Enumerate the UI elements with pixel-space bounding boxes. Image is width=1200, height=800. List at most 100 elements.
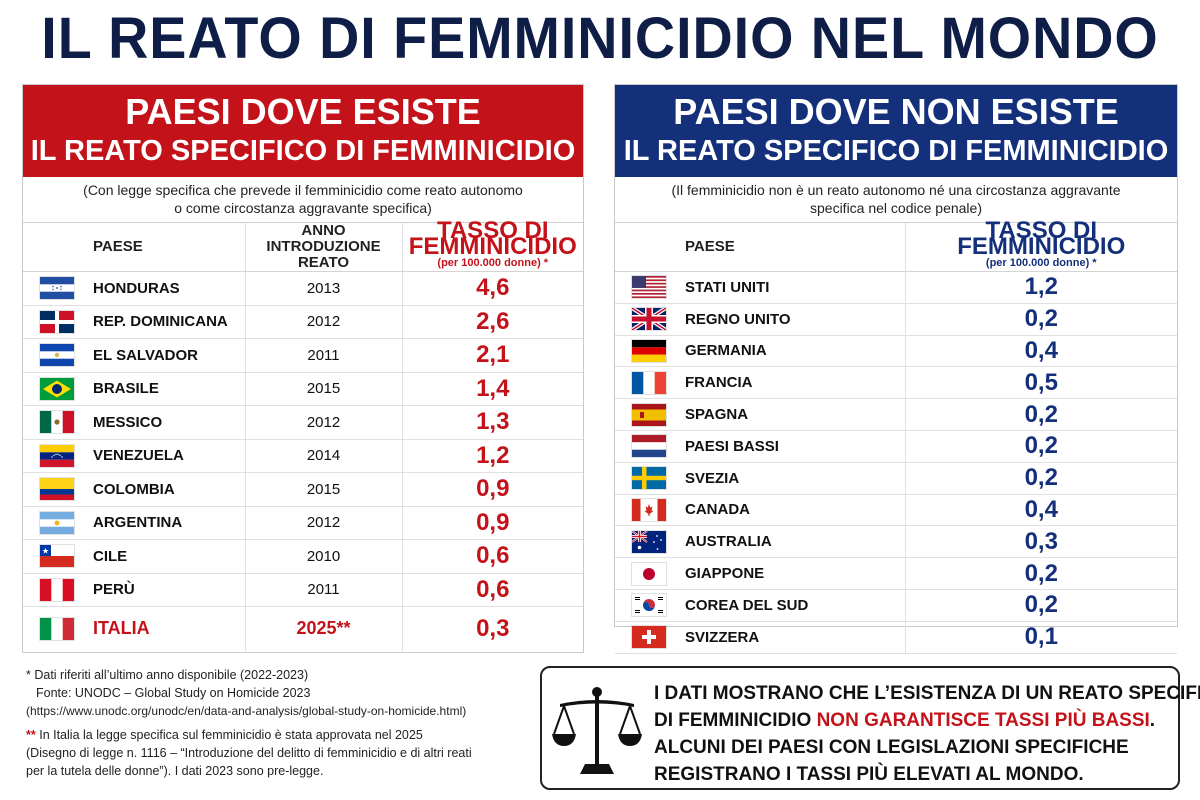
- panel-subtitle-line2: specifica nel codice penale): [810, 200, 982, 216]
- el-salvador-flag: [40, 344, 74, 367]
- flag-cell: [615, 621, 683, 654]
- femicide-rate: 1,3: [401, 405, 583, 440]
- callout-line1: I DATI MOSTRANO CHE L’ESISTENZA DI UN RE…: [654, 683, 1200, 704]
- country-name: CILE: [91, 539, 245, 574]
- country-name: VENEZUELA: [91, 439, 245, 473]
- femicide-rate: 0,9: [401, 506, 583, 540]
- footnotes: * Dati riferiti all’ultimo anno disponib…: [26, 666, 536, 786]
- panel-heading-line2: IL REATO SPECIFICO DI FEMMINICIDIO: [30, 135, 576, 167]
- panel-heading-line1: PAESI DOVE ESISTE: [125, 91, 481, 132]
- colombia-flag: [40, 478, 74, 501]
- year-column-header: ANNO INTRODUZIONE REATO: [244, 222, 402, 272]
- flag-cell: [23, 607, 91, 651]
- country-name: PERÙ: [91, 573, 245, 607]
- panel-heading-line2: IL REATO SPECIFICO DI FEMMINICIDIO: [623, 135, 1169, 167]
- country-name: REP. DOMINICANA: [91, 305, 245, 339]
- footnote-text: In Italia la legge specifica sul femmini…: [39, 728, 423, 742]
- flag-cell: [23, 405, 91, 440]
- country-name: EL SALVADOR: [91, 338, 245, 373]
- table-header-row: PAESE ANNO INTRODUZIONE REATO TASSO DI F…: [23, 219, 583, 272]
- australia-flag: [631, 529, 666, 553]
- countries-with-law-header: PAESI DOVE ESISTE IL REATO SPECIFICO DI …: [23, 85, 583, 177]
- flag-cell: [615, 462, 683, 495]
- spain-flag: [632, 403, 666, 426]
- rate-header-line1: TASSO DI FEMMINICIDIO: [408, 217, 577, 260]
- introduction-year: 2015: [244, 372, 402, 406]
- flag-cell: [23, 305, 91, 339]
- country-name: AUSTRALIA: [683, 525, 905, 559]
- flag-cell: [23, 506, 91, 540]
- flag-cell: [23, 372, 91, 406]
- country-name: ITALIA: [93, 618, 150, 639]
- femicide-rate: 0,6: [401, 573, 583, 607]
- table-row-australia: AUSTRALIA 0,3: [615, 525, 1177, 559]
- table-row-corea-del-sud: COREA DEL SUD 0,2: [615, 589, 1177, 622]
- panel-subtitle: (Con legge specifica che prevede il femm…: [23, 177, 583, 223]
- year-header-line1: ANNO INTRODUZIONE: [266, 222, 381, 255]
- introduction-year: 2011: [244, 338, 402, 373]
- flag-column-header: [615, 223, 683, 272]
- table-row-regno-unito: REGNO UNITO 0,2: [615, 303, 1177, 336]
- footnote-star: *: [26, 668, 31, 682]
- conclusion-callout: I DATI MOSTRANO CHE L’ESISTENZA DI UN RE…: [540, 666, 1200, 790]
- introduction-year: 2025**: [244, 606, 402, 651]
- flag-cell: [23, 472, 91, 507]
- chile-flag: [40, 545, 74, 568]
- introduction-year: 2012: [244, 405, 402, 440]
- femicide-rate: 0,2: [904, 303, 1177, 336]
- flag-cell: [615, 589, 683, 622]
- callout-line4: REGISTRANO I TASSI PIÙ ELEVATI AL MONDO.: [654, 764, 1084, 785]
- table-row-cile: CILE 2010 0,6: [23, 539, 583, 574]
- uk-flag: [630, 306, 668, 332]
- femicide-rate: 0,9: [401, 472, 583, 507]
- panel-subtitle: (Il femminicidio non è un reato autonomo…: [615, 177, 1177, 223]
- country-name: GERMANIA: [683, 335, 905, 368]
- introduction-year: 2012: [244, 305, 402, 339]
- table-row-brasile: BRASILE 2015 1,4: [23, 372, 583, 406]
- country-name: BRASILE: [91, 372, 245, 406]
- introduction-year: 2012: [244, 506, 402, 540]
- country-name: CANADA: [683, 494, 905, 527]
- table-row-colombia: COLOMBIA 2015 0,9: [23, 472, 583, 507]
- table-row-peru: PERÙ 2011 0,6: [23, 573, 583, 607]
- flag-cell: [615, 557, 683, 590]
- table-row-giappone: GIAPPONE 0,2: [615, 557, 1177, 590]
- country-name: STATI UNITI: [683, 271, 905, 304]
- table-row-messico: MESSICO 2012 1,3: [23, 405, 583, 440]
- footnote-double-star: **: [26, 728, 36, 742]
- table-row-stati-uniti: STATI UNITI 1,2: [615, 271, 1177, 304]
- femicide-rate: 0,3: [401, 606, 583, 651]
- brazil-flag: [40, 377, 74, 400]
- scale-of-justice-icon: [552, 687, 642, 774]
- rate-column-header: TASSO DI FEMMINICIDIO (per 100.000 donne…: [904, 219, 1177, 272]
- country-name: PAESI BASSI: [683, 430, 905, 463]
- countries-without-law-panel: PAESI DOVE NON ESISTE IL REATO SPECIFICO…: [614, 84, 1178, 654]
- flag-cell: [615, 430, 683, 463]
- country-name: SVIZZERA: [683, 621, 905, 654]
- femicide-rate: 4,6: [401, 271, 583, 306]
- table-row-el-salvador: EL SALVADOR 2011 2,1: [23, 338, 583, 373]
- table-row-honduras: HONDURAS 2013 4,6: [23, 271, 583, 306]
- country-name: MESSICO: [91, 405, 245, 440]
- flag-cell: [615, 398, 683, 431]
- panel-subtitle-line1: (Il femminicidio non è un reato autonomo…: [671, 182, 1121, 198]
- femicide-rate: 2,6: [401, 305, 583, 339]
- usa-flag: [632, 276, 666, 299]
- callout-text: I DATI MOSTRANO CHE L’ESISTENZA DI UN RE…: [654, 680, 1200, 788]
- femicide-rate: 0,6: [401, 539, 583, 574]
- femicide-rate: 1,4: [401, 372, 583, 406]
- country-name: COREA DEL SUD: [683, 589, 905, 622]
- footnote-text: per la tutela delle donne”). I dati 2023…: [26, 764, 324, 778]
- country-column-header: PAESE: [683, 223, 905, 272]
- countries-with-law-panel: PAESI DOVE ESISTE IL REATO SPECIFICO DI …: [22, 84, 584, 653]
- femicide-rate: 0,2: [904, 398, 1177, 431]
- femicide-rate: 0,5: [904, 366, 1177, 400]
- table-row-germania: GERMANIA 0,4: [615, 335, 1177, 368]
- introduction-year: 2011: [244, 573, 402, 607]
- netherlands-flag: [632, 435, 666, 458]
- femicide-rate: 0,2: [904, 462, 1177, 495]
- femicide-rate: 0,1: [904, 621, 1177, 654]
- table-row-venezuela: VENEZUELA 2014 1,2: [23, 439, 583, 473]
- countries-without-law-header: PAESI DOVE NON ESISTE IL REATO SPECIFICO…: [615, 85, 1177, 177]
- country-name: HONDURAS: [91, 271, 245, 306]
